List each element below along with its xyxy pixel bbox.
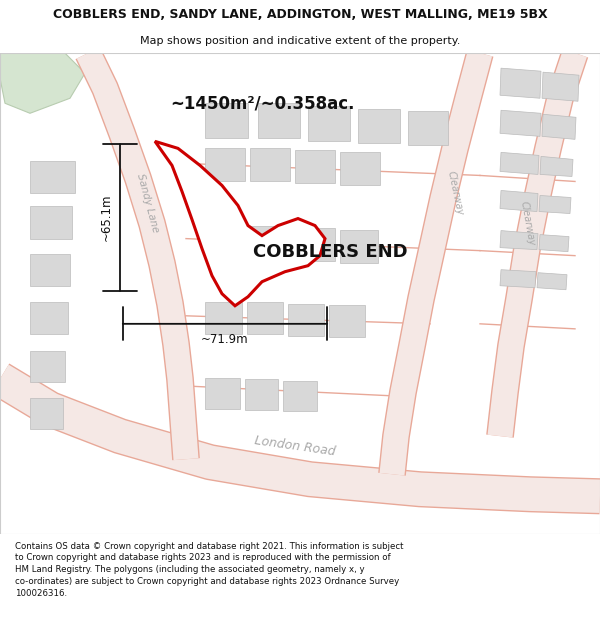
Polygon shape bbox=[205, 103, 248, 138]
Text: Clearway: Clearway bbox=[445, 171, 464, 217]
Polygon shape bbox=[205, 378, 240, 409]
Polygon shape bbox=[537, 272, 567, 290]
Polygon shape bbox=[408, 111, 448, 146]
Text: COBBLERS END, SANDY LANE, ADDINGTON, WEST MALLING, ME19 5BX: COBBLERS END, SANDY LANE, ADDINGTON, WES… bbox=[53, 8, 547, 21]
Polygon shape bbox=[358, 109, 400, 143]
Text: Map shows position and indicative extent of the property.: Map shows position and indicative extent… bbox=[140, 36, 460, 46]
Polygon shape bbox=[308, 106, 350, 141]
Text: ~65.1m: ~65.1m bbox=[100, 194, 113, 241]
Polygon shape bbox=[500, 231, 538, 249]
Polygon shape bbox=[283, 381, 317, 411]
Polygon shape bbox=[540, 156, 573, 176]
Polygon shape bbox=[250, 226, 290, 259]
Polygon shape bbox=[30, 254, 70, 286]
Polygon shape bbox=[155, 141, 325, 306]
Polygon shape bbox=[30, 351, 65, 382]
Text: ~71.9m: ~71.9m bbox=[201, 333, 249, 346]
Polygon shape bbox=[0, 53, 85, 113]
Polygon shape bbox=[30, 398, 63, 429]
Polygon shape bbox=[539, 234, 569, 252]
Polygon shape bbox=[500, 152, 539, 174]
Text: London Road: London Road bbox=[254, 434, 337, 458]
Polygon shape bbox=[295, 228, 335, 261]
Polygon shape bbox=[340, 229, 378, 262]
Polygon shape bbox=[30, 302, 68, 334]
Polygon shape bbox=[247, 302, 283, 334]
Polygon shape bbox=[542, 72, 579, 101]
Polygon shape bbox=[288, 304, 324, 336]
Text: Contains OS data © Crown copyright and database right 2021. This information is : Contains OS data © Crown copyright and d… bbox=[15, 542, 404, 598]
Text: Clearway: Clearway bbox=[518, 201, 536, 247]
Polygon shape bbox=[30, 206, 72, 239]
Polygon shape bbox=[205, 148, 245, 181]
Polygon shape bbox=[245, 379, 278, 410]
Polygon shape bbox=[258, 103, 300, 138]
Polygon shape bbox=[250, 148, 290, 181]
Polygon shape bbox=[500, 270, 536, 288]
Polygon shape bbox=[539, 196, 571, 214]
Polygon shape bbox=[340, 152, 380, 186]
Polygon shape bbox=[500, 191, 538, 211]
Polygon shape bbox=[205, 226, 245, 259]
Polygon shape bbox=[205, 302, 242, 334]
Polygon shape bbox=[295, 151, 335, 184]
Text: Sandy Lane: Sandy Lane bbox=[136, 173, 161, 234]
Text: ~1450m²/~0.358ac.: ~1450m²/~0.358ac. bbox=[170, 94, 355, 112]
Polygon shape bbox=[329, 305, 365, 337]
Polygon shape bbox=[542, 114, 576, 139]
Polygon shape bbox=[500, 68, 541, 98]
Text: COBBLERS END: COBBLERS END bbox=[253, 242, 407, 261]
Polygon shape bbox=[500, 110, 541, 136]
Polygon shape bbox=[30, 161, 75, 194]
